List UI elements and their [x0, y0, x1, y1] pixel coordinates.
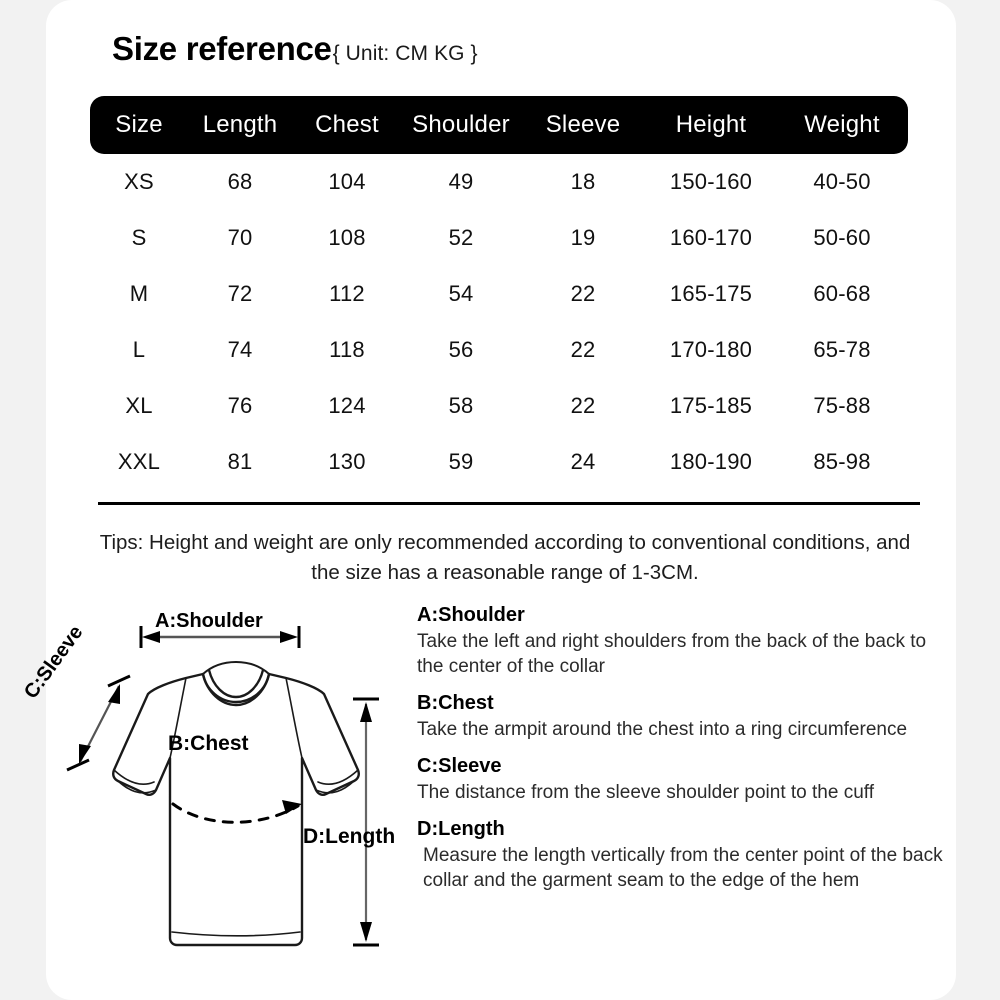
shoulder-arrow-right — [280, 631, 298, 643]
cell-weight: 60-68 — [813, 281, 871, 306]
length-arrow-top — [360, 702, 372, 722]
cell-height: 175-185 — [669, 393, 753, 418]
cell-height: 180-190 — [669, 449, 753, 474]
table-row: XS 68 104 49 18 150-160 40-50 — [90, 154, 908, 210]
cell-height: 170-180 — [669, 337, 753, 362]
description-body: The distance from the sleeve shoulder po… — [417, 782, 874, 803]
cell-size: M — [129, 281, 149, 306]
cell-weight: 85-98 — [813, 449, 871, 474]
cell-height: 160-170 — [669, 225, 753, 250]
cell-chest: 130 — [328, 449, 366, 474]
cell-length: 76 — [227, 393, 253, 418]
cell-height: 150-160 — [669, 169, 753, 194]
chest-arrow-head — [282, 800, 302, 814]
cell-weight: 75-88 — [813, 393, 871, 418]
cell-size: L — [132, 337, 146, 362]
cell-size: XS — [124, 169, 154, 194]
table-row: M 72 112 54 22 165-175 60-68 — [90, 266, 908, 322]
shoulder-arrow-left — [142, 631, 160, 643]
cell-chest: 112 — [329, 281, 365, 306]
table-header-row: Size Length Chest Shoulder Sleeve Height… — [90, 96, 908, 154]
description-title: C:Sleeve — [417, 755, 502, 777]
table-row: L 74 118 56 22 170-180 65-78 — [90, 322, 908, 378]
length-arrow-bottom — [360, 922, 372, 942]
cell-shoulder: 52 — [448, 225, 474, 250]
cell-sleeve: 22 — [570, 281, 596, 306]
cell-shoulder: 58 — [448, 393, 474, 418]
cell-size: XXL — [117, 449, 161, 474]
description-sleeve: C:Sleeve The distance from the sleeve sh… — [417, 755, 957, 805]
column-header-weight: Weight — [804, 111, 880, 138]
cell-chest: 108 — [328, 225, 366, 250]
measurement-descriptions: A:Shoulder Take the left and right shoul… — [417, 604, 957, 906]
column-header-length: Length — [202, 111, 278, 138]
description-body: Measure the length vertically from the c… — [423, 845, 943, 891]
cell-length: 72 — [227, 281, 253, 306]
cell-sleeve: 19 — [570, 225, 596, 250]
sleeve-arrow-bottom — [79, 744, 91, 764]
cell-sleeve: 22 — [570, 393, 596, 418]
column-header-shoulder: Shoulder — [412, 111, 510, 138]
cell-weight: 40-50 — [813, 169, 871, 194]
sleeve-arrow-top — [108, 684, 120, 704]
cell-weight: 50-60 — [813, 225, 871, 250]
cell-shoulder: 54 — [448, 281, 474, 306]
cell-sleeve: 18 — [570, 169, 596, 194]
column-header-sleeve: Sleeve — [545, 111, 621, 138]
cell-length: 74 — [227, 337, 253, 362]
cell-length: 81 — [227, 449, 253, 474]
cell-shoulder: 56 — [448, 337, 474, 362]
cell-chest: 124 — [328, 393, 366, 418]
cell-shoulder: 49 — [448, 169, 474, 194]
size-table-wrapper: Size Length Chest Shoulder Sleeve Height… — [90, 96, 908, 490]
table-body: XS 68 104 49 18 150-160 40-50 S 70 108 5… — [90, 154, 908, 490]
cell-sleeve: 22 — [570, 337, 596, 362]
title-unit-note: { Unit: CM KG } — [332, 42, 478, 65]
cell-length: 68 — [227, 169, 253, 194]
cell-chest: 104 — [328, 169, 366, 194]
tshirt-diagram — [20, 598, 420, 968]
column-header-chest: Chest — [315, 111, 379, 138]
diagram-label-length: D:Length — [303, 825, 396, 848]
column-header-size: Size — [115, 111, 163, 138]
cell-chest: 118 — [329, 337, 365, 362]
diagram-label-shoulder: A:Shoulder — [155, 610, 263, 632]
table-row: S 70 108 52 19 160-170 50-60 — [90, 210, 908, 266]
table-header: Size Length Chest Shoulder Sleeve Height… — [90, 96, 908, 154]
description-chest: B:Chest Take the armpit around the chest… — [417, 692, 957, 742]
description-shoulder: A:Shoulder Take the left and right shoul… — [417, 604, 957, 679]
size-table: Size Length Chest Shoulder Sleeve Height… — [90, 96, 908, 490]
table-row: XXL 81 130 59 24 180-190 85-98 — [90, 434, 908, 490]
cell-shoulder: 59 — [448, 449, 474, 474]
description-body: Take the armpit around the chest into a … — [417, 719, 908, 740]
cell-size: XL — [125, 393, 153, 418]
cell-size: S — [131, 225, 147, 250]
description-title: B:Chest — [417, 692, 494, 714]
cell-sleeve: 24 — [570, 449, 596, 474]
table-row: XL 76 124 58 22 175-185 75-88 — [90, 378, 908, 434]
description-title: A:Shoulder — [417, 604, 525, 626]
cell-length: 70 — [227, 225, 253, 250]
title-text: Size reference — [112, 30, 332, 67]
diagram-label-chest: B:Chest — [168, 732, 249, 755]
cell-height: 165-175 — [669, 281, 753, 306]
cell-weight: 65-78 — [813, 337, 871, 362]
content-card — [46, 0, 956, 1000]
description-body: Take the left and right shoulders from t… — [417, 631, 927, 677]
tips-text: Tips: Height and weight are only recomme… — [99, 531, 911, 584]
column-header-height: Height — [675, 111, 747, 138]
table-bottom-divider — [98, 502, 920, 505]
description-title: D:Length — [417, 818, 505, 840]
page-title: Size reference { Unit: CM KG } — [112, 30, 478, 68]
description-length: D:Length Measure the length vertically f… — [417, 818, 957, 893]
